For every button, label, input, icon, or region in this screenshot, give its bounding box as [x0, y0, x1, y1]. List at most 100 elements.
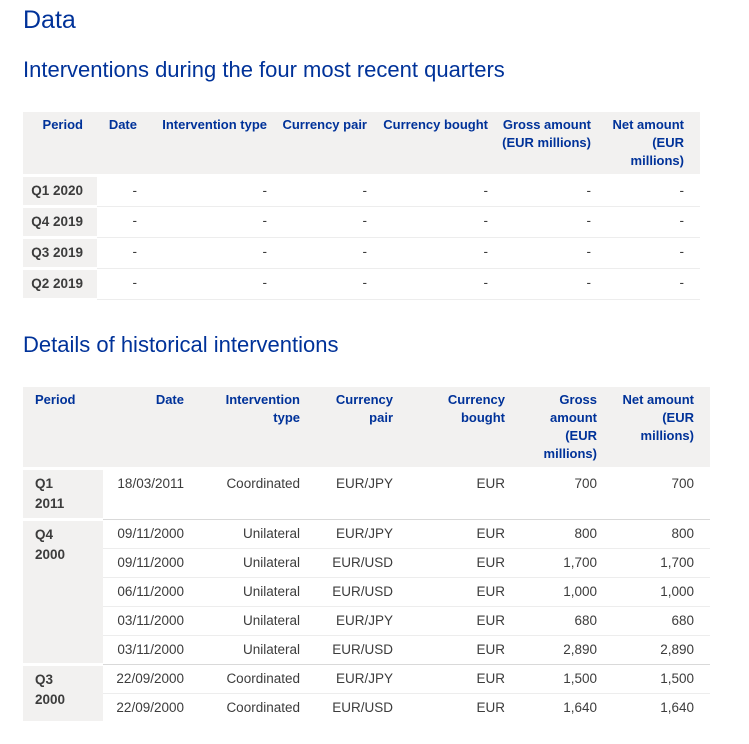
intervention-type-cell: - [143, 268, 273, 300]
gross-amount-cell: 1,500 [511, 664, 603, 694]
col-header-currency-pair: Currency pair [273, 112, 373, 177]
intervention-type-cell: Unilateral [190, 577, 306, 607]
net-amount-cell: - [597, 206, 700, 238]
currency-bought-cell: EUR [399, 606, 511, 636]
net-amount-cell: - [597, 175, 700, 207]
gross-amount-cell: 800 [511, 519, 603, 549]
currency-pair-cell: EUR/JPY [306, 664, 399, 694]
recent-interventions-table: Period Date Intervention type Currency p… [23, 112, 700, 301]
intervention-type-cell: Coordinated [226, 476, 300, 491]
date-cell: 22/09/2000 [103, 693, 190, 722]
recent-table-row: Q1 2020- - - - - - [23, 175, 700, 208]
currency-pair-cell: EUR/USD [306, 577, 399, 607]
historical-section-heading: Details of historical interventions [23, 332, 339, 357]
date-cell: 22/09/2000 [103, 664, 190, 694]
date-cell: 03/11/2000 [103, 635, 190, 665]
historical-header-row: Period Date Intervention type Currency p… [23, 387, 710, 470]
period-cell: Q3 2019 [23, 237, 97, 270]
recent-table-row: Q2 2019- - - - - - [23, 268, 700, 301]
net-amount-cell: 1,000 [603, 577, 710, 607]
currency-pair-cell: - [273, 268, 373, 300]
historical-table-row: 03/11/2000 Unilateral EUR/USD EUR 2,890 2,890 [23, 635, 710, 665]
net-amount-cell: 1,640 [603, 693, 710, 722]
period-cell: Q1 2020 [23, 175, 97, 208]
gross-amount-cell: 680 [511, 606, 603, 636]
net-amount-cell: - [597, 268, 700, 300]
period-cell: Q1 2011 [23, 468, 103, 521]
intervention-type-cell: - [143, 206, 273, 238]
intervention-type-cell: Coordinated [190, 693, 306, 722]
historical-table-row: 03/11/2000 Unilateral EUR/JPY EUR 680 680 [23, 606, 710, 636]
historical-table-row: Q4 2000 09/11/2000 Unilateral EUR/JPY EUR 800… [23, 519, 710, 666]
net-amount-cell: 700 [671, 476, 694, 491]
historical-table-row: Q3 2000 22/09/2000 Coordinated EUR/JPY EUR 1,… [23, 664, 710, 724]
date-cell: 03/11/2000 [103, 606, 190, 636]
col-header-net-amount: Net amount (EUR millions) [603, 387, 710, 470]
date-cell: 09/11/2000 [103, 548, 190, 578]
col-header-period: Period [23, 387, 103, 470]
date-cell: - [97, 206, 143, 238]
currency-pair-cell: EUR/USD [306, 548, 399, 578]
gross-amount-cell: - [494, 175, 597, 207]
recent-table-row: Q3 2019- - - - - - [23, 237, 700, 270]
historical-interventions-table: Period Date Intervention type Currency p… [23, 387, 710, 724]
date-cell: 18/03/2011 [117, 476, 184, 491]
intervention-type-cell: Unilateral [190, 548, 306, 578]
currency-bought-cell: - [373, 175, 494, 207]
intervention-type-cell: Unilateral [190, 606, 306, 636]
currency-bought-cell: EUR [399, 519, 511, 549]
recent-header-row: Period Date Intervention type Currency p… [23, 112, 700, 177]
col-header-period: Period [23, 112, 97, 177]
gross-amount-cell: 1,700 [511, 548, 603, 578]
net-amount-cell: 1,500 [603, 664, 710, 694]
col-header-currency-bought: Currency bought [373, 112, 494, 177]
historical-interventions-tbody: Q1 2011 18/03/2011 Coordinated EUR/JPY EUR 70… [23, 468, 710, 724]
recent-interventions-section: Interventions during the four most recen… [23, 57, 723, 301]
historical-table-row: 09/11/2000 Unilateral EUR/USD EUR 1,700 1,700 [23, 548, 710, 578]
currency-bought-cell: - [373, 206, 494, 238]
col-header-currency-bought: Currency bought [399, 387, 511, 470]
intervention-type-cell: Unilateral [190, 519, 306, 549]
gross-amount-cell: - [494, 206, 597, 238]
date-cell: 06/11/2000 [103, 577, 190, 607]
period-cell: Q3 2000 [23, 664, 103, 724]
net-amount-cell: 800 [603, 519, 710, 549]
currency-bought-cell: EUR [399, 548, 511, 578]
col-header-date: Date [97, 112, 143, 177]
col-header-net-amount: Net amount (EUR millions) [597, 112, 700, 177]
currency-pair-cell: EUR/JPY [306, 519, 399, 549]
historical-table-row: 22/09/2000 Coordinated EUR/USD EUR 1,640 1,64… [23, 693, 710, 722]
intervention-type-cell: - [143, 237, 273, 269]
col-header-gross-amount: Gross amount (EUR millions) [511, 387, 603, 470]
period-cell: Q4 2019 [23, 206, 97, 239]
net-amount-cell: 1,700 [603, 548, 710, 578]
currency-bought-cell: EUR [399, 693, 511, 722]
col-header-currency-pair: Currency pair [306, 387, 399, 470]
period-cell: Q2 2019 [23, 268, 97, 301]
currency-pair-cell: EUR/JPY [335, 476, 393, 491]
intervention-type-cell: Coordinated [190, 664, 306, 694]
currency-pair-cell: EUR/JPY [306, 606, 399, 636]
historical-table-row: Q1 2011 18/03/2011 Coordinated EUR/JPY EUR 70… [23, 468, 710, 521]
currency-pair-cell: - [273, 175, 373, 207]
col-header-intervention-type: Intervention type [190, 387, 306, 470]
intervention-type-cell: Unilateral [190, 635, 306, 665]
recent-table-row: Q4 2019- - - - - - [23, 206, 700, 239]
currency-pair-cell: - [273, 206, 373, 238]
currency-pair-cell: - [273, 237, 373, 269]
currency-bought-cell: EUR [399, 577, 511, 607]
period-cell: Q4 2000 [23, 519, 103, 666]
recent-section-heading: Interventions during the four most recen… [23, 57, 505, 82]
intervention-type-cell: - [143, 175, 273, 207]
gross-amount-cell: 2,890 [511, 635, 603, 665]
currency-pair-cell: EUR/USD [306, 693, 399, 722]
date-cell: - [97, 268, 143, 300]
currency-bought-cell: - [373, 268, 494, 300]
date-cell: 09/11/2000 [103, 519, 190, 549]
gross-amount-cell: - [494, 268, 597, 300]
gross-amount-cell: 700 [574, 476, 597, 491]
page-title: Data [23, 6, 76, 34]
col-header-intervention-type: Intervention type [143, 112, 273, 177]
currency-bought-cell: EUR [476, 476, 505, 491]
historical-table-row: 06/11/2000 Unilateral EUR/USD EUR 1,000 1,000 [23, 577, 710, 607]
